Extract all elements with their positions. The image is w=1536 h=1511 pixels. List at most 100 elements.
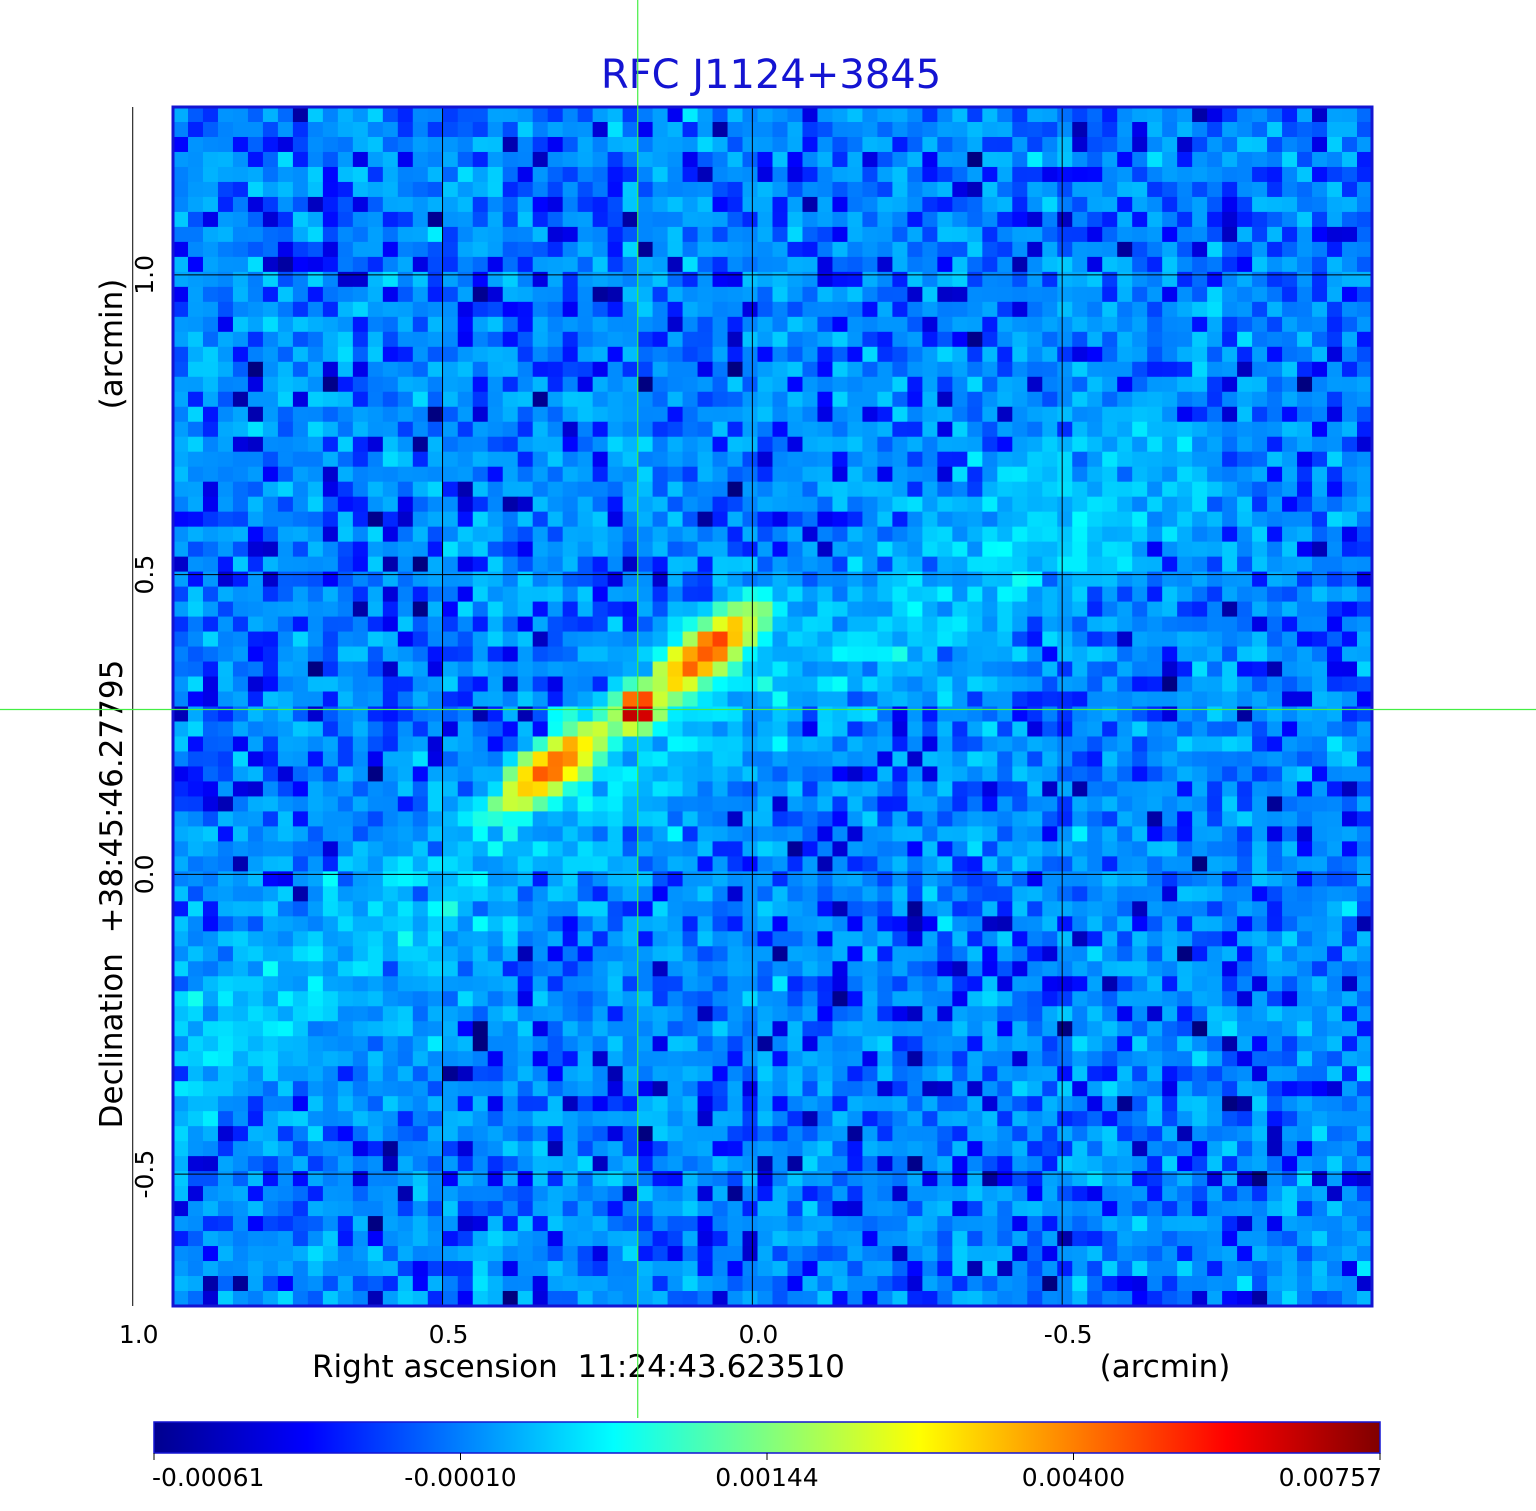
heatmap-cell bbox=[1252, 751, 1268, 768]
heatmap-cell bbox=[202, 571, 219, 588]
heatmap-cell bbox=[232, 166, 249, 183]
heatmap-cell bbox=[442, 271, 459, 288]
heatmap-cell bbox=[682, 196, 699, 213]
heatmap-cell bbox=[337, 136, 354, 153]
heatmap-cell bbox=[1297, 976, 1313, 992]
heatmap-cell bbox=[322, 136, 339, 153]
heatmap-cell bbox=[1042, 316, 1058, 333]
heatmap-cell bbox=[892, 376, 908, 393]
heatmap-cell bbox=[1357, 811, 1372, 827]
heatmap-cell bbox=[1147, 436, 1163, 453]
heatmap-cell bbox=[442, 331, 459, 348]
heatmap-cell bbox=[262, 121, 279, 138]
heatmap-cell bbox=[262, 991, 279, 1007]
heatmap-cell bbox=[772, 871, 789, 887]
heatmap-cell bbox=[382, 256, 399, 273]
heatmap-cell bbox=[367, 121, 384, 138]
heatmap-cell bbox=[817, 107, 834, 123]
heatmap-cell bbox=[1132, 376, 1148, 393]
heatmap-cell bbox=[982, 751, 998, 768]
heatmap-cell bbox=[532, 1036, 549, 1052]
heatmap-cell bbox=[247, 361, 264, 378]
heatmap-cell bbox=[292, 571, 309, 588]
heatmap-cell bbox=[1252, 1021, 1268, 1037]
heatmap-cell bbox=[1042, 991, 1058, 1007]
heatmap-cell bbox=[1342, 916, 1358, 932]
heatmap-cell bbox=[877, 136, 893, 153]
heatmap-cell bbox=[1222, 151, 1238, 168]
heatmap-cell bbox=[952, 631, 968, 648]
heatmap-cell bbox=[367, 871, 384, 887]
heatmap-cell bbox=[577, 811, 594, 827]
heatmap-cell bbox=[427, 271, 444, 288]
heatmap-cell bbox=[1117, 391, 1133, 408]
heatmap-cell bbox=[173, 466, 189, 483]
heatmap-cell bbox=[502, 961, 519, 977]
heatmap-cell bbox=[607, 1021, 624, 1037]
heatmap-cell bbox=[472, 256, 489, 273]
heatmap-cell bbox=[1027, 646, 1043, 663]
heatmap-cell bbox=[307, 676, 324, 693]
heatmap-cell bbox=[247, 226, 264, 243]
heatmap-cell bbox=[532, 316, 549, 333]
heatmap-cell bbox=[847, 181, 864, 198]
heatmap-cell bbox=[173, 601, 189, 618]
heatmap-cell bbox=[1342, 991, 1358, 1007]
heatmap-cell bbox=[367, 721, 384, 738]
heatmap-cell bbox=[1162, 256, 1178, 273]
heatmap-cell bbox=[1327, 616, 1343, 633]
heatmap-cell bbox=[1012, 826, 1028, 842]
heatmap-cell bbox=[187, 706, 204, 723]
heatmap-cell bbox=[742, 766, 759, 783]
heatmap-cell bbox=[247, 466, 264, 483]
heatmap-cell bbox=[877, 871, 893, 887]
heatmap-cell bbox=[457, 107, 474, 123]
heatmap-cell bbox=[1282, 181, 1298, 198]
heatmap-cell bbox=[1252, 721, 1268, 738]
heatmap-cell bbox=[547, 331, 564, 348]
heatmap-cell bbox=[262, 136, 279, 153]
heatmap-cell bbox=[262, 211, 279, 228]
heatmap-cell bbox=[532, 391, 549, 408]
heatmap-cell bbox=[1147, 541, 1163, 558]
heatmap-cell bbox=[1177, 646, 1193, 663]
heatmap-cell bbox=[322, 511, 339, 528]
heatmap-cell bbox=[1147, 526, 1163, 543]
heatmap-cell bbox=[532, 841, 549, 857]
heatmap-cell bbox=[637, 511, 654, 528]
heatmap-cell bbox=[592, 871, 609, 887]
heatmap-cell bbox=[1057, 406, 1073, 423]
heatmap-cell bbox=[592, 151, 609, 168]
heatmap-cell bbox=[1147, 256, 1163, 273]
heatmap-cell bbox=[862, 556, 879, 573]
heatmap-cell bbox=[772, 826, 789, 842]
heatmap-cell bbox=[1117, 241, 1133, 258]
heatmap-cell bbox=[1102, 976, 1118, 992]
heatmap-cell bbox=[1087, 466, 1103, 483]
heatmap-cell bbox=[937, 961, 953, 977]
heatmap-cell bbox=[652, 1036, 669, 1052]
heatmap-cell bbox=[907, 586, 923, 603]
heatmap-cell bbox=[1147, 481, 1163, 498]
heatmap-cell bbox=[1297, 586, 1313, 603]
heatmap-cell bbox=[1042, 511, 1058, 528]
heatmap-cell bbox=[187, 736, 204, 753]
heatmap-cell bbox=[1027, 451, 1043, 468]
heatmap-cell bbox=[1102, 751, 1118, 768]
heatmap-cell bbox=[187, 151, 204, 168]
heatmap-cell bbox=[307, 766, 324, 783]
heatmap-cell bbox=[1357, 631, 1372, 648]
heatmap-cell bbox=[1267, 991, 1283, 1007]
heatmap-cell bbox=[1177, 886, 1193, 902]
heatmap-cell bbox=[1357, 241, 1372, 258]
heatmap-cell bbox=[262, 331, 279, 348]
heatmap-cell bbox=[1357, 706, 1372, 723]
heatmap-cell bbox=[622, 841, 639, 857]
heatmap-cell bbox=[1102, 601, 1118, 618]
heatmap-cell bbox=[1042, 481, 1058, 498]
heatmap-cell bbox=[967, 886, 983, 902]
heatmap-cell bbox=[487, 721, 504, 738]
heatmap-cell bbox=[322, 691, 339, 708]
heatmap-cell bbox=[952, 841, 968, 857]
heatmap-cell bbox=[307, 631, 324, 648]
